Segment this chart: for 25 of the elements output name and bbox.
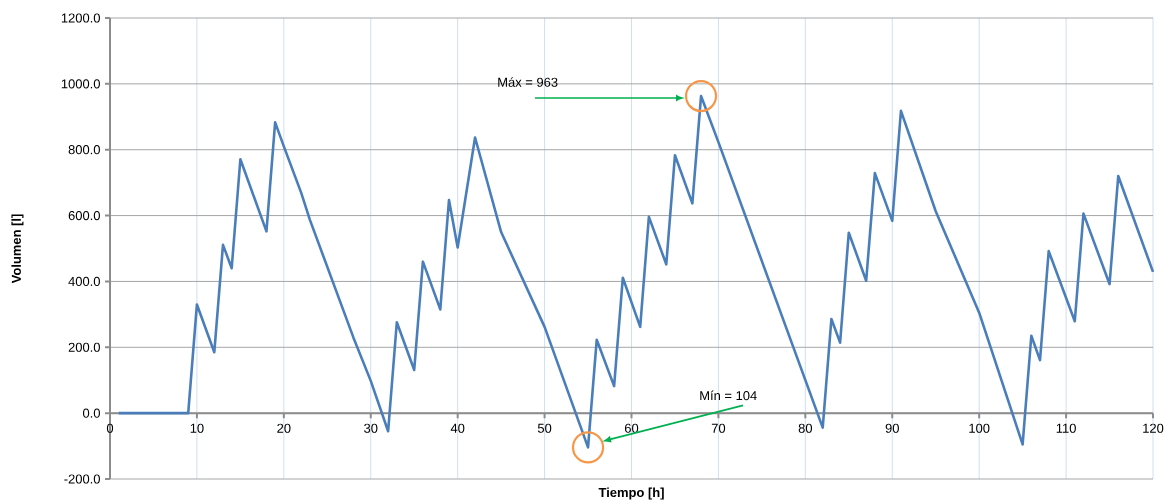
x-tick-label: 70 [711,423,726,433]
y-tick-label: 1000.0 [61,79,100,89]
x-tick-label: 110 [1056,423,1076,433]
x-axis-title: Tiempo [h] [598,487,664,500]
x-tick-label: 120 [1143,423,1164,433]
x-tick-label: 40 [450,423,465,433]
x-tick-label: 0 [106,423,114,433]
x-tick-label: 50 [537,423,552,433]
y-tick-label: 400.0 [68,276,100,287]
x-tick-label: 90 [885,423,899,433]
y-tick-label: 200.0 [68,342,100,352]
y-axis-title: Volumen [l] [11,214,24,284]
x-tick-label: 80 [798,423,813,433]
x-tick-label: 10 [190,423,204,433]
y-tick-label: 1200.0 [61,13,100,23]
x-tick-label: 100 [969,423,990,433]
annotation: Máx = 963 [498,77,558,87]
annotation: Mín = 104 [700,390,757,401]
x-tick-label: 60 [624,423,639,433]
x-tick-label: 30 [364,423,378,433]
y-tick-label: 0.0 [82,408,100,418]
y-tick-label: 800.0 [68,145,100,155]
y-tick-label: -200.0 [64,474,100,484]
y-tick-label: 600.0 [68,210,100,221]
x-tick-label: 20 [277,423,291,433]
